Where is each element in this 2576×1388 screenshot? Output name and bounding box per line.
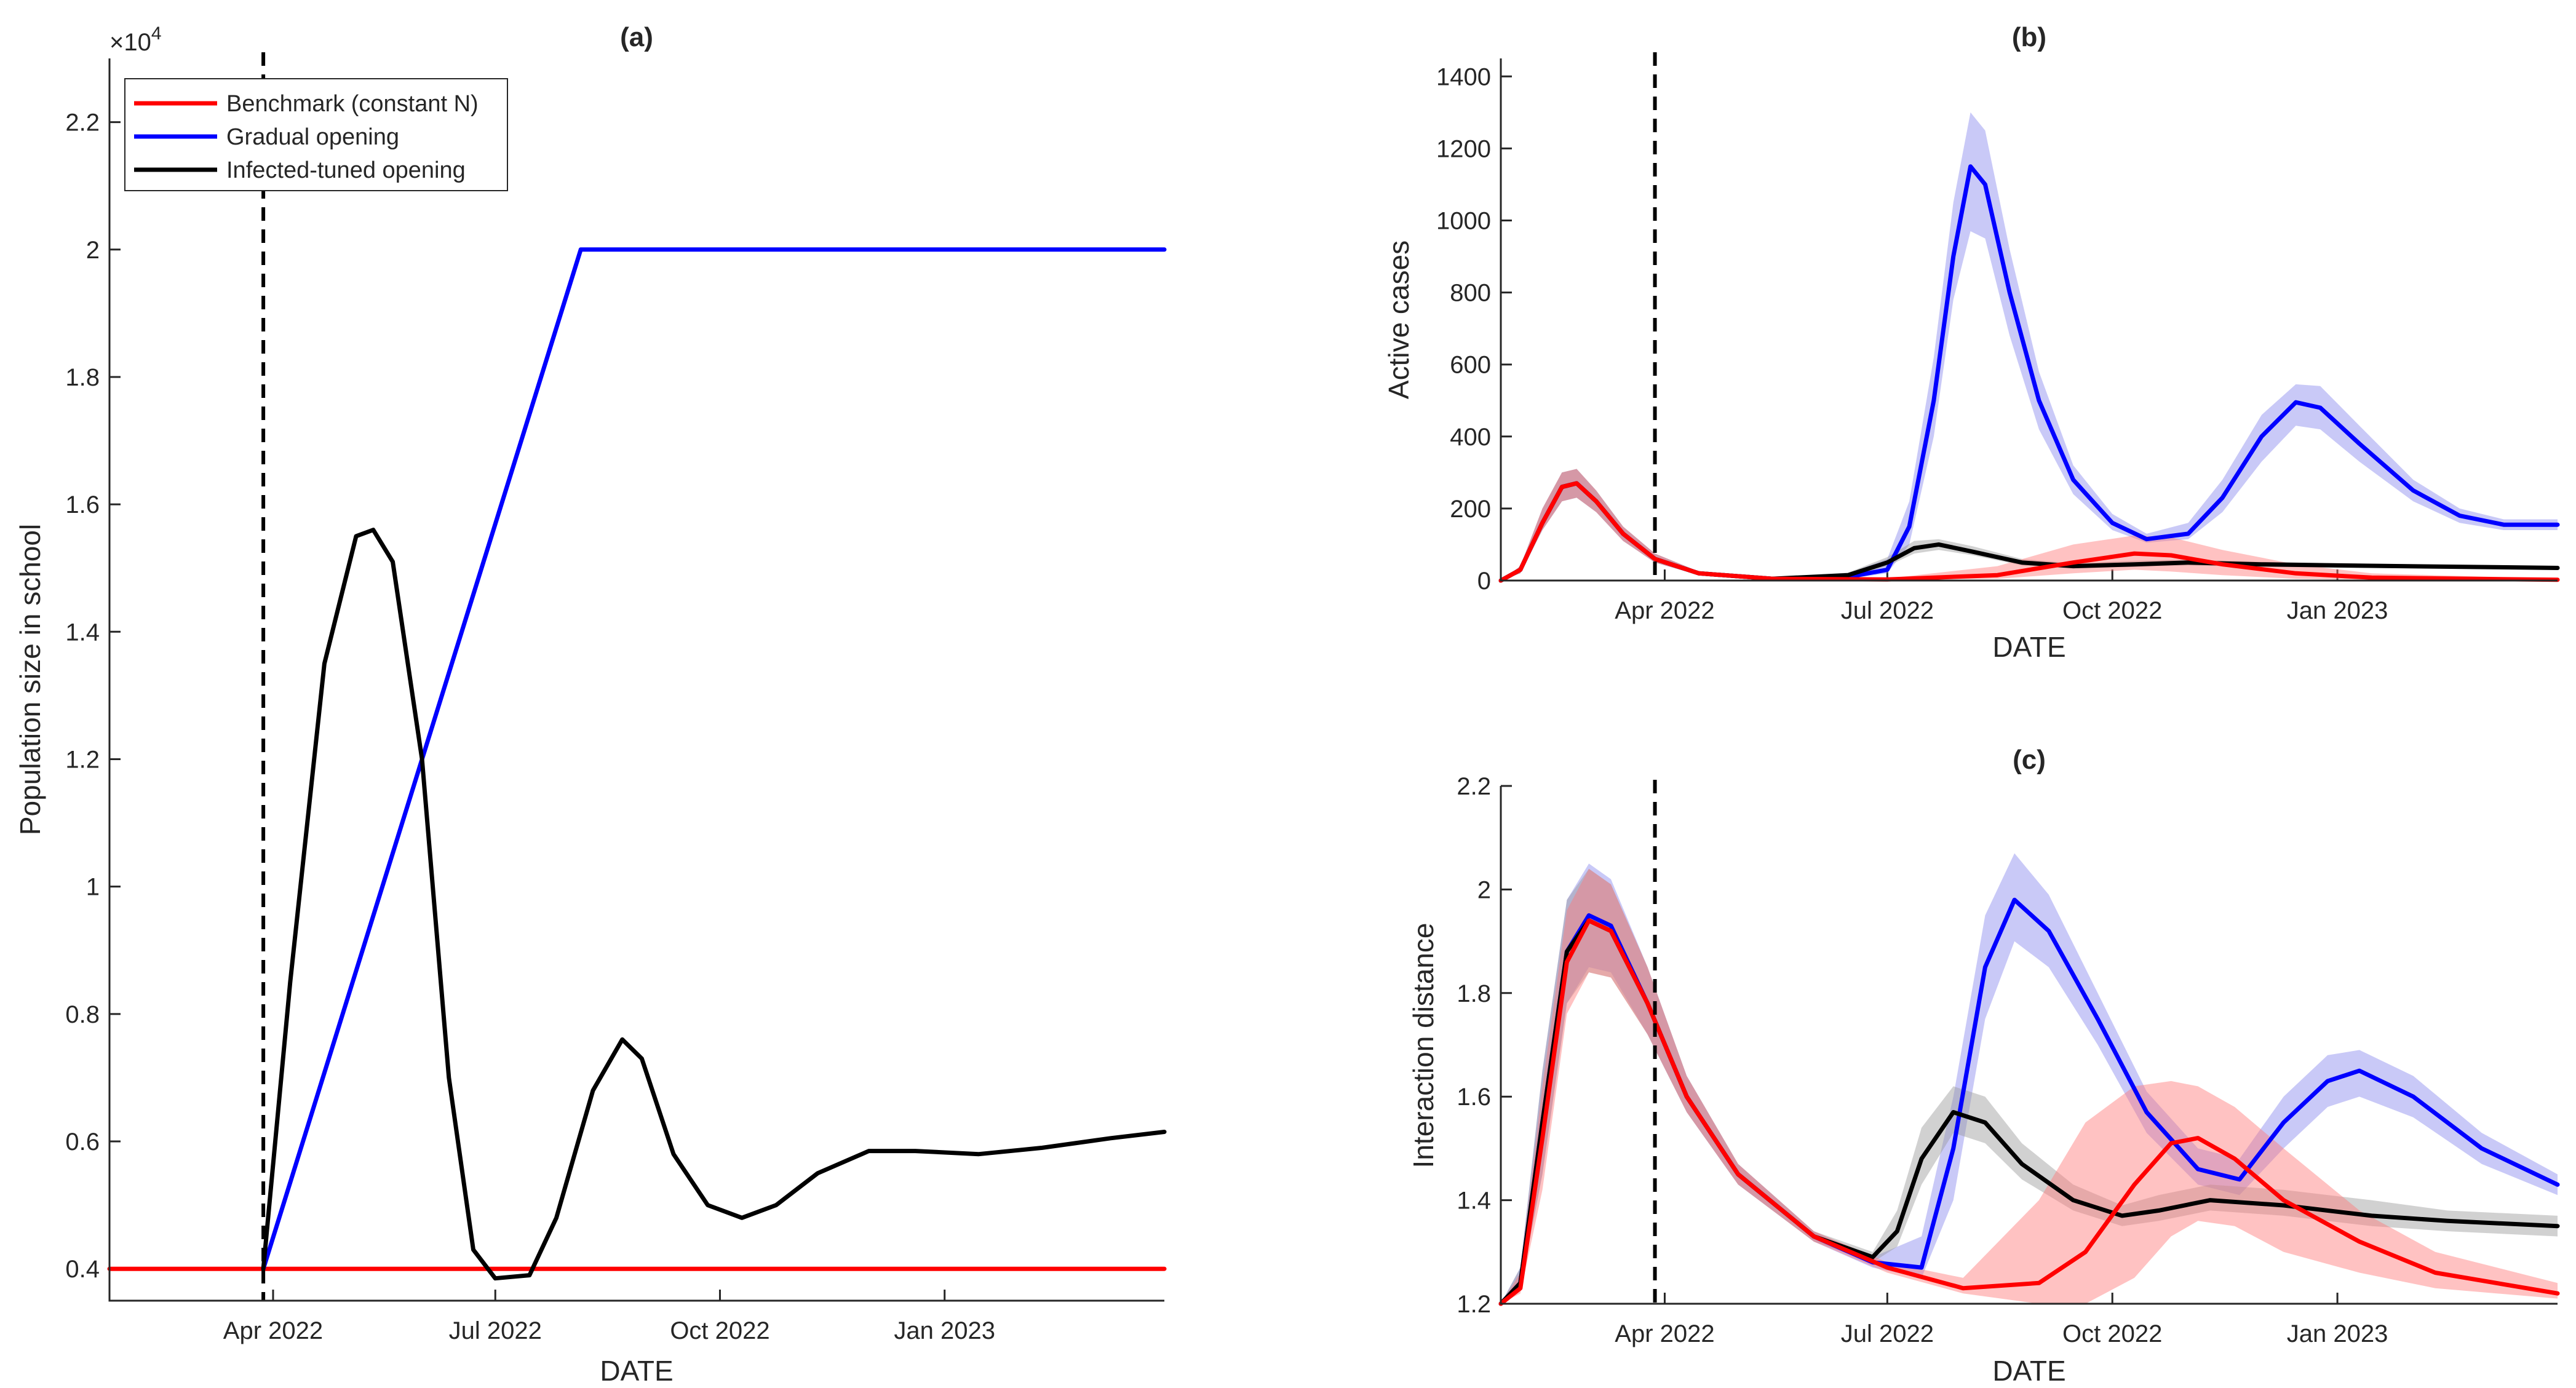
x-tick-label: Jul 2022 — [449, 1317, 542, 1344]
panel-a-ticks: 0.4 0.6 0.8 1 1.2 1.4 1.6 1.8 2 2.2 Apr 2022 Jul 20… — [65, 109, 995, 1344]
panel-c: (c) 1.2 1.4 1.6 1.8 2 2.2 Apr 2022 Jul 2022 Oct … — [1407, 745, 2560, 1387]
y-tick-label: 1.6 — [1457, 1084, 1491, 1111]
panel-b-lines — [1498, 164, 2560, 583]
benchmark-constant-n-line — [1498, 918, 2560, 1306]
infected-tuned-opening-line — [261, 528, 1167, 1281]
panel-b-ylabel: Active cases — [1383, 240, 1415, 399]
y-tick-label: 1400 — [1436, 63, 1491, 90]
y-tick-label: 800 — [1450, 280, 1491, 307]
panel-a-exponent-power: 4 — [151, 23, 162, 44]
panel-c-ylabel: Interaction distance — [1407, 923, 1439, 1168]
y-tick-label: 1000 — [1436, 207, 1491, 234]
y-tick-label: 0.6 — [65, 1128, 100, 1156]
y-tick-label: 0 — [1477, 568, 1491, 595]
panel-b-title: (b) — [2012, 22, 2046, 52]
y-tick-label: 1.8 — [1457, 980, 1491, 1007]
y-tick-label: 2 — [1477, 876, 1491, 903]
panel-a-legend: Benchmark (constant N) Gradual opening I… — [124, 78, 508, 191]
y-tick-label: 2.2 — [65, 109, 100, 137]
y-tick-label: 600 — [1450, 352, 1491, 379]
y-tick-label: 1.2 — [1457, 1291, 1491, 1318]
panel-a-axis-frame — [108, 58, 1164, 1302]
panel-c-axis-frame — [1500, 786, 2558, 1305]
x-tick-label: Jan 2023 — [2287, 597, 2388, 624]
panel-b-xlabel: DATE — [1992, 631, 2065, 663]
y-tick-label: 1.6 — [65, 491, 100, 518]
x-tick-label: Oct 2022 — [2062, 597, 2162, 624]
x-tick-label: Jul 2022 — [1841, 597, 1934, 624]
y-tick-label: 1 — [86, 874, 100, 901]
x-tick-label: Jan 2023 — [2287, 1320, 2388, 1347]
panel-a-title: (a) — [620, 22, 653, 52]
y-tick-label: 0.4 — [65, 1256, 100, 1283]
y-tick-label: 2 — [86, 237, 100, 264]
y-tick-label: 1.2 — [65, 746, 100, 773]
y-tick-label: 1200 — [1436, 135, 1491, 162]
panel-c-lines — [1498, 897, 2560, 1306]
panel-b-axis-frame — [1500, 58, 2558, 582]
x-tick-label: Jul 2022 — [1841, 1320, 1934, 1347]
benchmark-constant-n-band — [1501, 469, 2558, 581]
panel-a-exponent: ×104 — [109, 23, 162, 56]
x-tick-label: Apr 2022 — [1615, 597, 1714, 624]
legend-label-infected-tuned: Infected-tuned opening — [226, 157, 466, 183]
panel-a-xlabel: DATE — [600, 1355, 673, 1387]
gradual-opening-band — [1501, 853, 2558, 1304]
y-tick-label: 1.4 — [1457, 1188, 1491, 1215]
x-tick-label: Oct 2022 — [670, 1317, 769, 1344]
x-tick-label: Jan 2023 — [894, 1317, 995, 1344]
panel-a: (a) ×104 0.4 0.6 0.8 1 1.2 1.4 1.6 1.8 2 2.2 Apr 2… — [14, 22, 1167, 1387]
panel-a-ylabel: Population size in school — [14, 524, 46, 835]
x-tick-label: Apr 2022 — [223, 1317, 323, 1344]
panel-c-xlabel: DATE — [1992, 1355, 2065, 1387]
legend-label-benchmark: Benchmark (constant N) — [226, 91, 479, 117]
panel-a-exponent-base: ×10 — [109, 29, 151, 56]
legend-label-gradual: Gradual opening — [226, 124, 399, 150]
y-tick-label: 1.4 — [65, 619, 100, 646]
panel-b-bands — [1501, 112, 2558, 581]
panel-c-title: (c) — [2013, 745, 2046, 775]
x-tick-label: Apr 2022 — [1615, 1320, 1714, 1347]
panel-c-ticks: 1.2 1.4 1.6 1.8 2 2.2 Apr 2022 Jul 2022 Oct 2022… — [1457, 773, 2388, 1347]
benchmark-constant-n-line — [1498, 481, 2560, 583]
panel-b: (b) 0 200 400 600 800 1000 1200 1400 Apr 2022 Jul… — [1383, 22, 2560, 663]
panel-a-lines — [107, 247, 1167, 1281]
gradual-opening-line — [261, 247, 1167, 1271]
y-tick-label: 2.2 — [1457, 773, 1491, 800]
x-tick-label: Oct 2022 — [2062, 1320, 2162, 1347]
y-tick-label: 0.8 — [65, 1001, 100, 1028]
y-tick-label: 400 — [1450, 424, 1491, 451]
panel-c-bands — [1501, 853, 2558, 1304]
gradual-opening-band — [1501, 112, 2558, 581]
panel-b-ticks: 0 200 400 600 800 1000 1200 1400 Apr 2022 Jul 202… — [1436, 63, 2388, 624]
y-tick-label: 1.8 — [65, 364, 100, 391]
y-tick-label: 200 — [1450, 496, 1491, 523]
gradual-opening-line — [1498, 897, 2560, 1306]
